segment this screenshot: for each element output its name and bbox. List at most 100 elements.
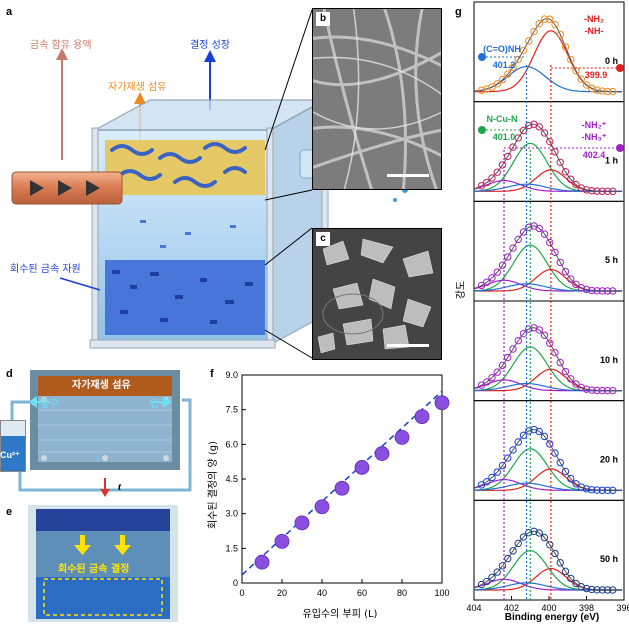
xps-spectra-g: 0 h 1 h 5 h 10 h 20 h 50 h 404 402 400 398 396 Bi… <box>455 1 629 623</box>
g-data-point <box>493 268 501 276</box>
g-x-axis-label: Binding energy (eV) <box>505 612 599 623</box>
g-spectrum-label: 10 h <box>600 355 618 365</box>
g-data-point <box>551 148 559 156</box>
g-data-point <box>603 87 612 96</box>
g-data-point <box>551 549 559 558</box>
scale-bar-b <box>387 174 429 177</box>
g-data-point <box>609 287 617 295</box>
g-data-point <box>514 336 522 345</box>
f-y-tick-label: 4.5 <box>225 474 238 484</box>
g-data-point <box>509 547 517 555</box>
f-data-point <box>274 533 290 549</box>
g-data-point <box>525 427 533 435</box>
g-data-point <box>556 158 564 167</box>
g-data-point <box>519 431 528 440</box>
g-data-point <box>509 244 517 252</box>
g-data-point <box>582 186 591 194</box>
g-data-point <box>504 353 512 362</box>
f-y-axis-label: 회수된 결정의 양 (g) <box>207 441 219 529</box>
g-data-point <box>561 467 570 476</box>
g-data-point <box>593 386 601 395</box>
time-symbol: t <box>118 481 122 493</box>
f-data-point <box>294 515 310 531</box>
f-y-tick-label: 3.0 <box>225 509 238 519</box>
g-data-point <box>582 485 591 493</box>
g-data-point <box>556 358 564 367</box>
g-data-point <box>556 258 564 267</box>
g-data-point <box>577 283 585 292</box>
label-crystal-growth: 결정 성장 <box>190 40 230 51</box>
g-data-point <box>598 87 606 95</box>
outlet-label: 출구 <box>40 399 59 410</box>
g-data-point <box>588 187 596 195</box>
g-data-point <box>535 123 543 131</box>
g-data-point <box>572 180 580 189</box>
g-annot-nh-marker <box>616 64 624 72</box>
g-data-point <box>493 368 501 376</box>
g-x-tick-label: 404 <box>466 603 481 613</box>
g-data-point <box>483 477 491 486</box>
reactor-box <box>89 97 329 349</box>
g-data-point <box>477 182 486 190</box>
photo-d <box>30 370 180 470</box>
g-data-point <box>498 361 507 370</box>
g-y-axis-label: 강도 <box>455 281 467 299</box>
g-subplot-frame <box>473 300 625 402</box>
g-annot-coonh: (C=O)NH <box>483 44 521 54</box>
g-data-point <box>572 579 580 588</box>
g-data-point <box>546 15 554 23</box>
panel-label-e: e <box>6 506 13 518</box>
inlet-pipe <box>11 171 123 205</box>
cu-ion-label: Cu²⁺ <box>0 450 20 460</box>
g-data-point <box>540 230 549 238</box>
g-data-point <box>488 274 496 282</box>
g-annot-nh3-marker <box>616 144 624 152</box>
g-spectrum-label: 1 h <box>605 155 618 165</box>
f-y-tick-label: 0 <box>233 578 238 588</box>
g-data-point <box>561 367 570 376</box>
panel-label-b: b <box>316 12 330 26</box>
beaker <box>0 420 26 472</box>
label-recovered-metal: 회수된 금속 자원 <box>10 264 81 275</box>
g-data-point <box>556 458 564 467</box>
g-data-point <box>519 533 528 541</box>
g-data-point <box>556 30 564 39</box>
g-spectrum-label: 0 h <box>605 56 618 66</box>
g-data-point <box>603 187 612 196</box>
g-data-point <box>525 325 533 333</box>
g-data-point <box>577 184 585 192</box>
g-data-point <box>603 486 612 495</box>
g-data-point <box>477 381 486 389</box>
g-data-point <box>493 568 501 576</box>
g-data-point <box>546 339 554 347</box>
scatter-chart-f: 0 20 40 60 80 100 0 1.5 3.0 4.5 6.0 7.5 9.0 유입수의 부피 … <box>207 370 450 620</box>
g-data-point <box>551 449 559 457</box>
g-data-point <box>593 187 601 195</box>
g-subplot-frame <box>473 200 625 302</box>
g-data-point <box>582 584 591 593</box>
g-data-point <box>488 174 496 182</box>
g-data-point <box>488 573 496 582</box>
f-data-point <box>414 409 430 424</box>
g-data-point <box>535 224 543 233</box>
g-data-point <box>514 438 522 446</box>
g-data-point <box>577 75 585 83</box>
g-data-point <box>546 137 554 146</box>
g-x-tick-label: 398 <box>579 603 594 613</box>
g-data-point <box>535 427 543 436</box>
g-data-point <box>588 84 596 93</box>
g-data-point <box>483 178 491 187</box>
panel-label-g: g <box>455 6 462 18</box>
g-data-point <box>572 280 580 289</box>
g-data-point <box>577 383 585 392</box>
g-data-point <box>504 70 512 78</box>
g-annot-nh: -NH- <box>585 26 604 36</box>
g-data-point <box>593 586 601 594</box>
g-data-point <box>572 380 580 388</box>
f-x-tick-label: 0 <box>239 588 244 598</box>
g-annot-nh-value: 399.9 <box>585 70 608 80</box>
f-data-point <box>254 554 270 570</box>
g-annot-nh3-1: -NH₂⁺ <box>582 120 607 130</box>
g-data-point <box>593 287 601 295</box>
g-data-point <box>598 386 606 395</box>
